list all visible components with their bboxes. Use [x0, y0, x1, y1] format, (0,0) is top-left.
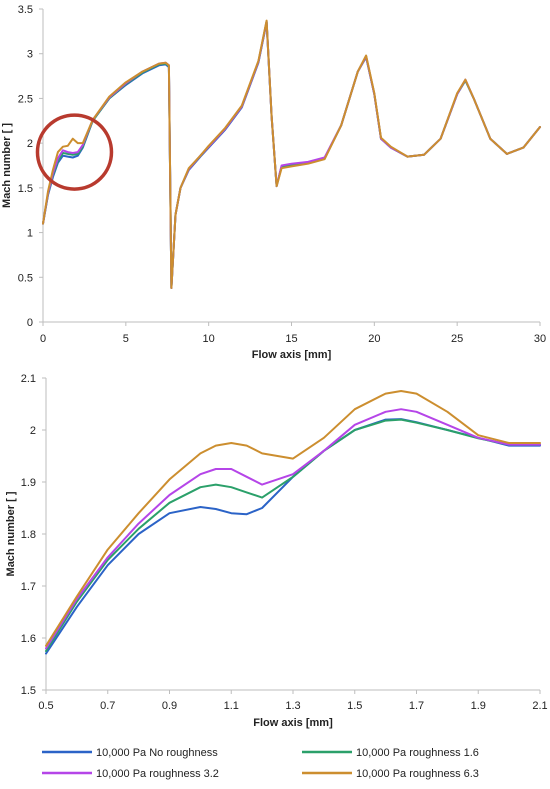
y-tick-label: 1: [27, 228, 33, 240]
y-tick-label: 0.5: [18, 272, 33, 284]
y-tick-label: 1.9: [21, 477, 36, 489]
y-tick-label: 1.8: [21, 529, 36, 541]
y-tick-label: 2: [30, 425, 36, 437]
y-tick-label: 3.5: [18, 4, 33, 16]
legend-label: 10,000 Pa No roughness: [96, 747, 218, 759]
x-tick-label: 25: [451, 333, 463, 345]
x-tick-label: 1.1: [224, 700, 239, 712]
y-tick-label: 3: [27, 49, 33, 61]
series-line-2: [45, 418, 541, 652]
x-tick-label: 1.7: [409, 700, 424, 712]
x-axis-label: Flow axis [mm]: [252, 349, 332, 361]
y-tick-label: 2.5: [18, 93, 33, 105]
series-line-1: [42, 21, 541, 289]
legend-label: 10,000 Pa roughness 3.2: [96, 768, 219, 780]
x-tick-label: 20: [368, 333, 380, 345]
x-tick-label: 0.5: [38, 700, 53, 712]
x-axis-label: Flow axis [mm]: [253, 717, 333, 729]
x-tick-label: 30: [534, 333, 546, 345]
series-line-3: [42, 20, 541, 289]
x-tick-label: 1.3: [285, 700, 300, 712]
legend: 10,000 Pa No roughness 10,000 Pa roughnes…: [42, 747, 479, 780]
x-tick-label: 1.9: [471, 700, 486, 712]
legend-label: 10,000 Pa roughness 6.3: [356, 768, 479, 780]
y-tick-label: 1.5: [18, 183, 33, 195]
x-tick-label: 10: [203, 333, 215, 345]
y-tick-label: 1.5: [21, 685, 36, 697]
x-tick-label: 1.5: [347, 700, 362, 712]
y-tick-label: 1.6: [21, 633, 36, 645]
chart-1: 0 5 10 15 20 25 30 0 0.5 1 1.5 2 2.5 3 3.5 Flow axis [m…: [1, 4, 546, 361]
series-line-4: [45, 390, 541, 647]
x-tick-label: 0: [40, 333, 46, 345]
legend-label: 10,000 Pa roughness 1.6: [356, 747, 479, 759]
chart-2: 0.5 0.7 0.9 1.1 1.3 1.5 1.7 1.9 2.1 1.5 1.6 1.7 1.8 1…: [5, 373, 548, 780]
x-tick-label: 0.7: [100, 700, 115, 712]
x-tick-label: 15: [285, 333, 297, 345]
y-tick-label: 1.7: [21, 581, 36, 593]
highlight-circle: [35, 113, 114, 191]
y-axis-label: Mach number [ ]: [1, 123, 13, 208]
x-tick-label: 2.1: [532, 700, 547, 712]
series-line-3: [45, 408, 541, 650]
y-tick-label: 2: [27, 138, 33, 150]
x-tick-label: 0.9: [162, 700, 177, 712]
y-tick-label: 0: [27, 317, 33, 329]
y-tick-label: 2.1: [21, 373, 36, 385]
series-line-2: [42, 20, 541, 289]
y-axis-label: Mach number [ ]: [5, 491, 17, 576]
x-tick-label: 5: [123, 333, 129, 345]
series-line-4: [42, 19, 541, 289]
